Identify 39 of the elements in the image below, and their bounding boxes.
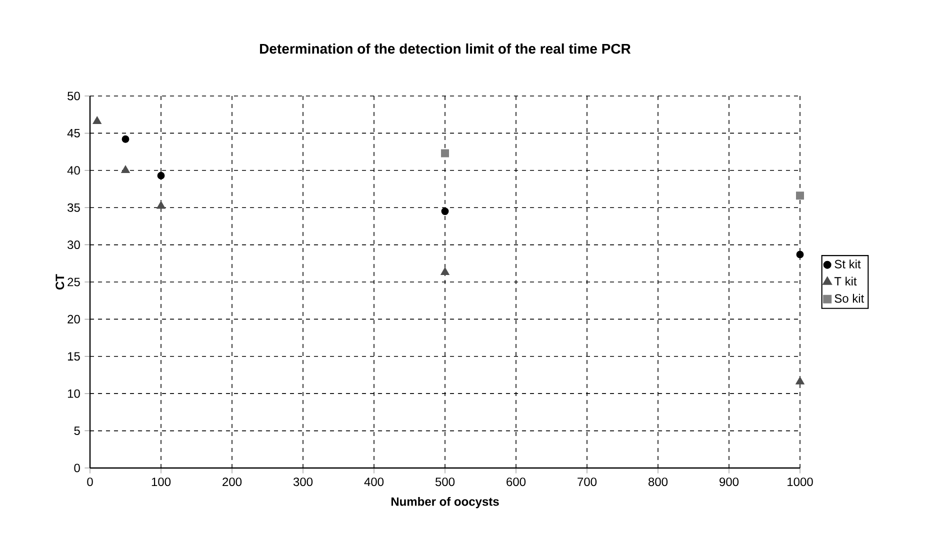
point (440, 267, 450, 275)
x-axis-title: Number of oocysts (391, 497, 499, 508)
point (92, 116, 102, 124)
point (796, 250, 804, 258)
x-tick-label: 600 (506, 478, 526, 486)
point (796, 376, 804, 384)
y-tick-label: 5 (74, 426, 80, 435)
point (156, 201, 166, 209)
y-tick-label: 30 (68, 240, 80, 250)
legend-label: St kit (834, 260, 861, 268)
point (122, 135, 130, 143)
y-tick-label: 25 (68, 278, 80, 286)
point (796, 192, 804, 200)
legend-label: So kit (834, 294, 864, 303)
y-tick-label: 15 (68, 352, 80, 361)
y-tick-label: 10 (68, 389, 80, 398)
x-tick-label: 500 (435, 478, 455, 486)
x-tick-label: 100 (152, 478, 171, 486)
y-tick-label: 40 (67, 166, 80, 175)
legend-label: T kit (834, 276, 857, 286)
x-tick-label: 700 (578, 478, 597, 486)
x-tick-label: 1000 (788, 478, 813, 486)
y-tick-label: 45 (67, 129, 80, 138)
x-tick-label: 200 (222, 478, 242, 486)
x-tick-label: 400 (364, 478, 384, 486)
x-tick-label: 300 (293, 478, 313, 486)
x-tick-label: 900 (720, 478, 739, 486)
point (121, 165, 130, 174)
y-tick-label: 0 (74, 464, 80, 472)
y-tick-label: 20 (68, 314, 80, 324)
x-tick-label: 800 (648, 478, 668, 486)
point (157, 172, 165, 180)
y-tick-label: 50 (68, 92, 80, 100)
x-tick-label: 0 (87, 478, 93, 486)
y-axis-title: CT (56, 274, 64, 290)
chart-title: Determination of the detection limit of the real time PCR (260, 43, 631, 54)
y-tick-label: 35 (68, 203, 80, 212)
point (441, 208, 449, 216)
point (441, 149, 450, 158)
